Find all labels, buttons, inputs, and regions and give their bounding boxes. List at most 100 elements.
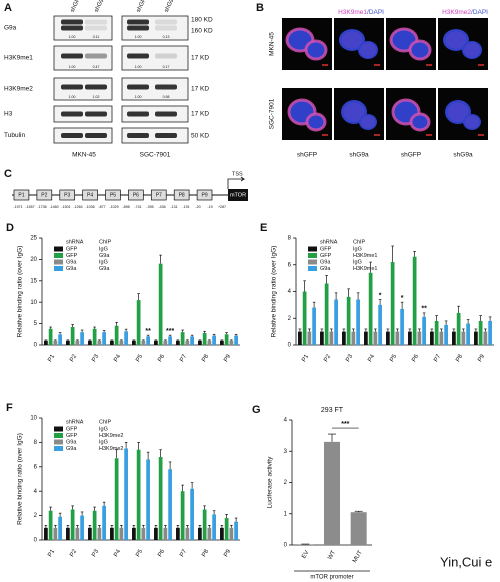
bar [207,527,212,540]
x-tick-label: P8 [201,353,210,363]
legend-label: G9a [99,266,110,272]
bar [202,333,207,345]
x-tick-label: P8 [455,353,464,363]
x-tick-label: P7 [179,548,188,558]
y-tick-label: 10 [30,300,37,306]
legend-label: GFP [66,246,78,252]
region-label: P8 [179,192,185,198]
x-tick-label: P2 [69,548,78,558]
bar [364,331,368,345]
bar [110,527,114,540]
x-tick-label: P2 [69,353,78,363]
bar [346,296,351,345]
region-label: P4 [87,192,93,198]
region-box [105,189,121,201]
size-label: 17 KD [191,55,209,62]
legend-swatch [54,446,63,451]
size-label: 17 KD [191,111,209,118]
bar [488,320,492,345]
y-tick-label: 1 [284,511,288,517]
bar [297,544,314,545]
x-tick-label: EV [301,550,310,560]
blot-band [155,111,177,117]
gene-label: mTOR [230,192,246,198]
size-label: 50 KD [191,133,209,140]
bar [434,320,439,345]
bar [185,527,190,540]
legend-label: GFP [66,253,78,259]
blot-band [155,133,177,138]
x-tick-label: P6 [157,548,166,558]
bar [351,331,356,345]
legend-swatch [54,433,63,438]
bar [66,340,70,345]
blot-band [155,53,177,59]
bar [80,515,84,540]
column-label: shG9a [453,152,473,159]
histone-signal [464,42,480,58]
bar [180,332,185,345]
histone-signal [305,112,327,132]
region-box [150,189,167,201]
row-label: MKN-45 [269,32,276,56]
panel-label: C [4,168,12,180]
blot-band [85,25,107,31]
blot-band [85,19,107,25]
y-tick-label: 4 [284,418,288,424]
region-box [59,189,76,201]
bar [444,324,448,345]
position-label: -131 [170,205,177,209]
stain-header: H3K9me2/DAPI [442,9,488,16]
y-tick-label: 0 [288,343,292,349]
region-box [82,189,98,201]
bar [342,331,346,345]
y-tick-label: 2 [34,513,38,519]
position-label: -1036 [85,205,94,209]
x-tick-label: P1 [47,548,56,558]
significance-mark: ** [421,306,427,313]
bar [146,459,150,540]
bar [234,335,238,345]
y-tick-label: 2 [284,480,288,486]
blot-band [61,19,83,25]
stain-header: H3K9me1/DAPI [338,9,384,16]
y-tick-label: 25 [30,236,37,242]
bar [390,262,395,345]
histone-signal [360,42,376,58]
bar [48,328,53,345]
blot-band [155,25,177,31]
band-quant: 0.11 [93,35,100,39]
band-quant: 1.00 [135,95,142,99]
cell-line-label: SGC-7901 [140,152,171,159]
bar [92,510,97,540]
legend-swatch [308,259,317,265]
bar [229,340,234,345]
bar [58,516,62,540]
legend-swatch [308,246,317,252]
position-label: -1264 [73,205,82,209]
legend-label: GFP [320,253,332,259]
bar [190,488,194,540]
legend-label: IgG [99,259,108,265]
position-label: -19 [207,205,212,209]
region-label: P3 [64,192,70,198]
x-tick-label: P5 [135,548,144,558]
legend-swatch [54,246,63,252]
panel-label: E [260,222,267,234]
bar [97,527,102,540]
legend-label: H3K9me2 [99,433,123,439]
x-tick-label: P6 [157,353,166,363]
y-axis-label: Relative binding ratio (over IgG) [17,433,24,525]
region-box [36,189,53,201]
gene-box [228,189,248,201]
position-label: -1736 [37,205,46,209]
blot-band [61,84,83,90]
position-label: -191 [182,205,189,209]
histone-signal [408,39,432,61]
legend-label: IgG [99,246,108,252]
histone-signal [304,39,328,61]
histone-signal [391,98,421,126]
nucleus [307,114,325,130]
bar [329,331,334,345]
legend-label: GFP [66,426,78,432]
